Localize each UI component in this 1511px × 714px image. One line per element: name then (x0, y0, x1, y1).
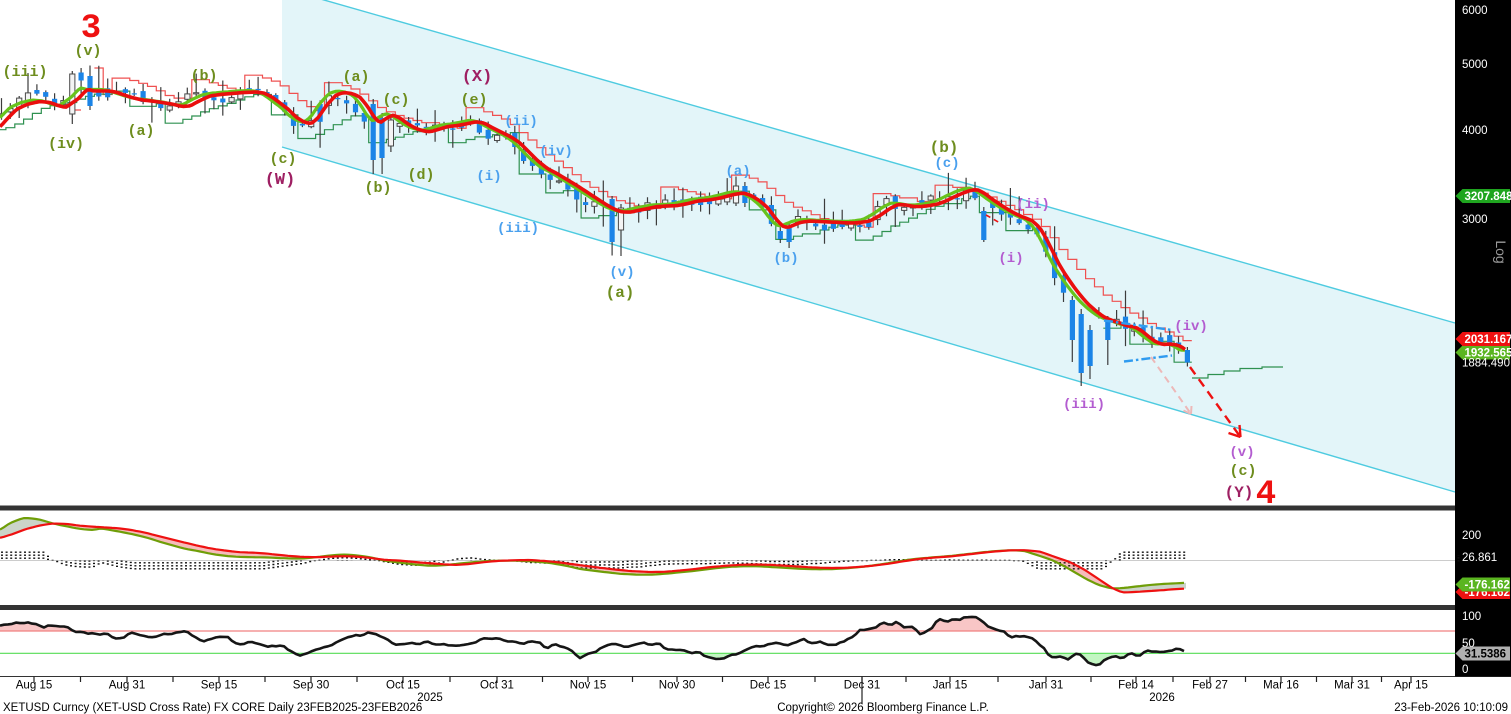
svg-text:Feb 14: Feb 14 (1118, 680, 1154, 692)
svg-text:100: 100 (1462, 611, 1481, 623)
svg-text:5000: 5000 (1462, 59, 1488, 71)
svg-text:Nov 30: Nov 30 (659, 680, 695, 692)
svg-text:(X): (X) (462, 68, 493, 87)
svg-text:200: 200 (1462, 530, 1481, 542)
svg-text:(c): (c) (1229, 463, 1256, 480)
svg-text:Oct 31: Oct 31 (480, 680, 514, 692)
svg-text:(i): (i) (998, 251, 1023, 267)
svg-text:(v): (v) (609, 265, 634, 281)
svg-text:(iv): (iv) (48, 136, 84, 153)
svg-text:2026: 2026 (1149, 692, 1175, 704)
svg-text:Sep 15: Sep 15 (201, 680, 237, 692)
svg-text:Sep 30: Sep 30 (293, 680, 329, 692)
svg-text:-176.162: -176.162 (1465, 580, 1510, 592)
svg-text:Feb 27: Feb 27 (1192, 680, 1228, 692)
svg-text:Aug 15: Aug 15 (16, 680, 52, 692)
svg-text:3000: 3000 (1462, 214, 1488, 226)
svg-text:Mar 31: Mar 31 (1334, 680, 1370, 692)
svg-text:(iii): (iii) (497, 221, 539, 237)
svg-text:31.5386: 31.5386 (1465, 649, 1507, 661)
svg-text:(b): (b) (364, 180, 391, 197)
svg-text:(c): (c) (269, 151, 296, 168)
svg-text:(Y): (Y) (1225, 484, 1254, 502)
svg-text:Jan 15: Jan 15 (933, 680, 968, 692)
svg-text:(c): (c) (382, 92, 409, 109)
svg-text:6000: 6000 (1462, 5, 1488, 17)
svg-text:(W): (W) (265, 171, 296, 190)
svg-text:(iv): (iv) (1174, 319, 1208, 335)
svg-text:(v): (v) (1229, 445, 1254, 461)
svg-text:2025: 2025 (417, 692, 443, 704)
svg-text:(a): (a) (725, 164, 750, 180)
svg-text:Apr 15: Apr 15 (1394, 680, 1428, 692)
svg-text:2031.167: 2031.167 (1465, 334, 1511, 346)
svg-text:Jan 31: Jan 31 (1029, 680, 1064, 692)
svg-text:1932.565: 1932.565 (1465, 348, 1511, 360)
svg-text:Copyright© 2026 Bloomberg Fina: Copyright© 2026 Bloomberg Finance L.P. (777, 702, 989, 714)
svg-text:(iv): (iv) (539, 144, 573, 160)
svg-text:(i): (i) (476, 169, 501, 185)
svg-text:3: 3 (81, 10, 101, 48)
svg-text:0: 0 (1462, 664, 1468, 676)
svg-text:Log: Log (1493, 240, 1509, 263)
svg-text:Nov 15: Nov 15 (570, 680, 606, 692)
svg-text:(ii): (ii) (504, 114, 538, 130)
svg-text:Mar 16: Mar 16 (1263, 680, 1299, 692)
svg-text:Oct 15: Oct 15 (386, 680, 420, 692)
svg-text:(b): (b) (773, 251, 798, 267)
svg-text:(iii): (iii) (2, 64, 47, 81)
svg-text:(iii): (iii) (1063, 397, 1105, 413)
svg-text:(d): (d) (407, 167, 434, 184)
svg-text:4: 4 (1256, 476, 1276, 514)
svg-text:(v): (v) (74, 43, 101, 60)
svg-text:XETUSD Curncy (XET-USD Cross R: XETUSD Curncy (XET-USD Cross Rate) FX CO… (3, 702, 422, 714)
svg-text:(c): (c) (934, 156, 959, 172)
svg-text:4000: 4000 (1462, 125, 1488, 137)
svg-text:(b): (b) (190, 68, 217, 85)
svg-text:3207.848: 3207.848 (1465, 191, 1511, 203)
svg-text:(ii): (ii) (1016, 197, 1050, 213)
svg-text:26.861: 26.861 (1462, 552, 1497, 564)
svg-text:(a): (a) (127, 123, 154, 140)
svg-text:(a): (a) (606, 284, 635, 302)
svg-text:(b): (b) (930, 139, 959, 157)
svg-text:23-Feb-2026 10:10:09: 23-Feb-2026 10:10:09 (1394, 702, 1508, 714)
svg-text:Aug 31: Aug 31 (109, 680, 145, 692)
svg-text:Dec 15: Dec 15 (750, 680, 786, 692)
svg-text:(a): (a) (342, 69, 369, 86)
svg-text:1884.490: 1884.490 (1462, 358, 1510, 370)
svg-text:(e): (e) (460, 92, 487, 109)
